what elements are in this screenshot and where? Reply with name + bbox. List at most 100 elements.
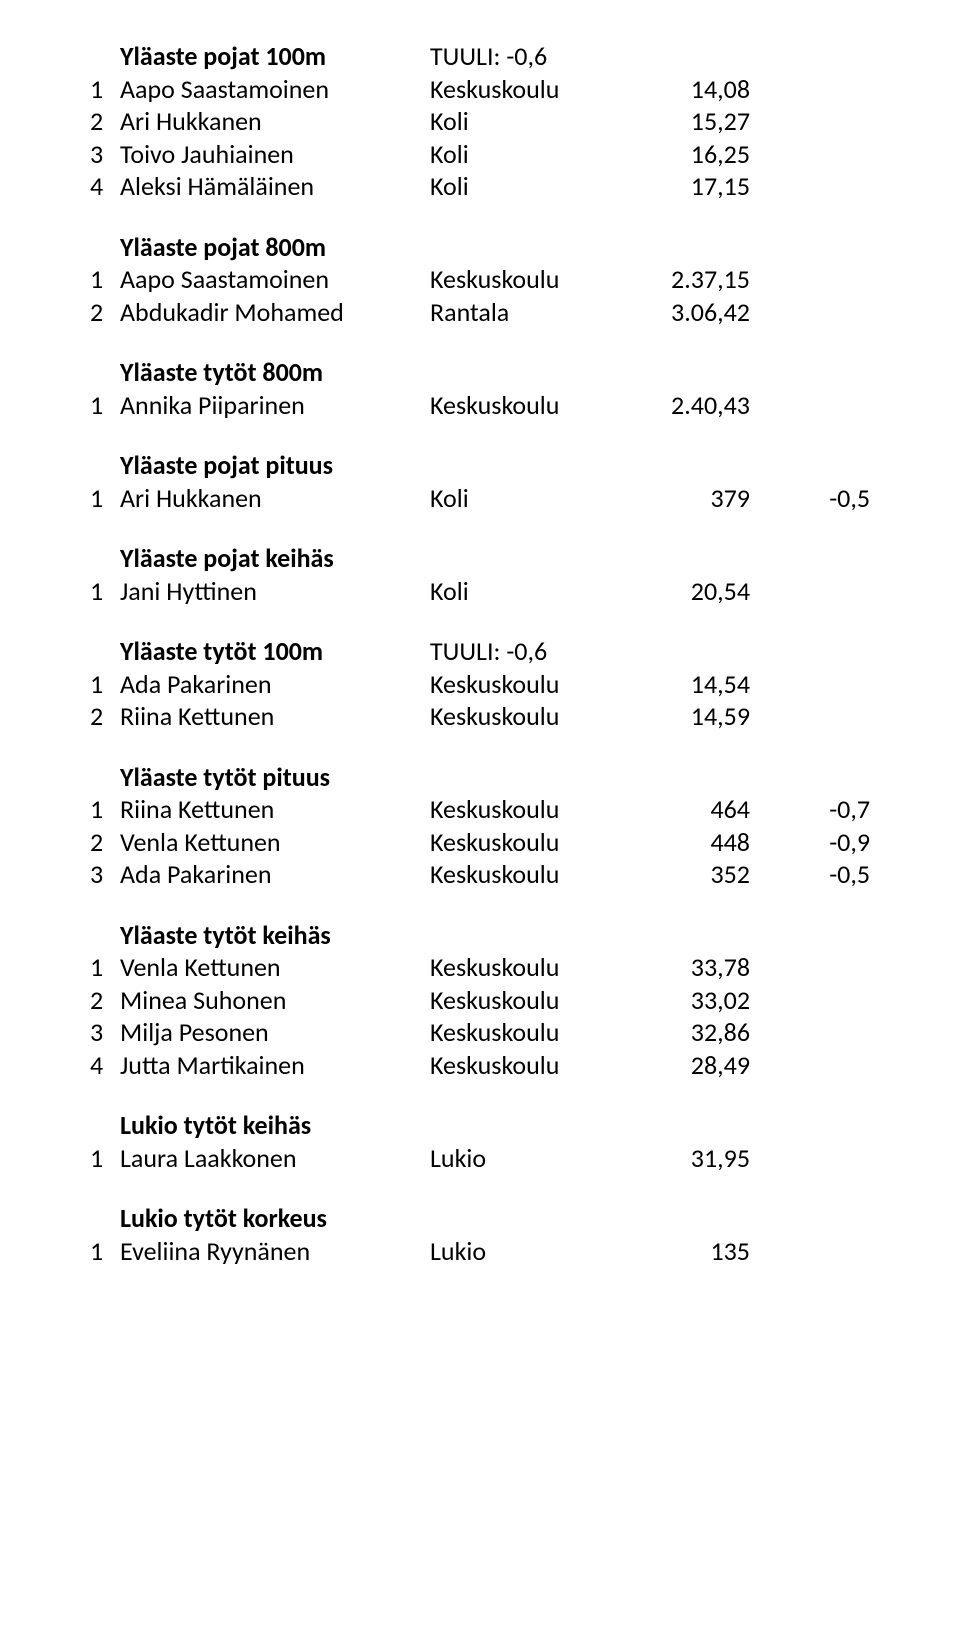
athlete-name: Riina Kettunen xyxy=(120,700,430,733)
section-title-row: Lukio tytöt keihäs xyxy=(90,1109,870,1142)
result-row: 2Venla KettunenKeskuskoulu448-0,9 xyxy=(90,826,870,859)
athlete-name: Annika Piiparinen xyxy=(120,389,430,422)
result: 16,25 xyxy=(630,138,750,171)
section-title-row: Yläaste pojat pituus xyxy=(90,449,870,482)
placement: 1 xyxy=(90,1142,120,1175)
result-row: 3Ada PakarinenKeskuskoulu352-0,5 xyxy=(90,858,870,891)
placement: 4 xyxy=(90,1049,120,1082)
section-title-row: Yläaste pojat 800m xyxy=(90,231,870,264)
school: Rantala xyxy=(430,296,630,329)
section-title: Yläaste pojat 800m xyxy=(120,231,430,264)
section-title-row: Yläaste tytöt pituus xyxy=(90,761,870,794)
school: Keskuskoulu xyxy=(430,73,630,106)
placement: 1 xyxy=(90,263,120,296)
result: 32,86 xyxy=(630,1016,750,1049)
athlete-name: Riina Kettunen xyxy=(120,793,430,826)
result-row: 1Laura LaakkonenLukio31,95 xyxy=(90,1142,870,1175)
school: Keskuskoulu xyxy=(430,984,630,1017)
result-row: 4Aleksi HämäläinenKoli17,15 xyxy=(90,170,870,203)
athlete-name: Aleksi Hämäläinen xyxy=(120,170,430,203)
result: 3.06,42 xyxy=(630,296,750,329)
section-title: Yläaste pojat pituus xyxy=(120,449,430,482)
section-title-row: Yläaste pojat keihäs xyxy=(90,542,870,575)
athlete-name: Ari Hukkanen xyxy=(120,105,430,138)
result-row: 2Abdukadir MohamedRantala3.06,42 xyxy=(90,296,870,329)
result: 14,54 xyxy=(630,668,750,701)
athlete-name: Ada Pakarinen xyxy=(120,668,430,701)
result: 20,54 xyxy=(630,575,750,608)
placement: 2 xyxy=(90,296,120,329)
placement: 4 xyxy=(90,170,120,203)
result-row: 3Toivo JauhiainenKoli16,25 xyxy=(90,138,870,171)
school: Keskuskoulu xyxy=(430,951,630,984)
section-title: Yläaste pojat 100m xyxy=(120,40,430,73)
result: 14,08 xyxy=(630,73,750,106)
result-row: 1Jani HyttinenKoli20,54 xyxy=(90,575,870,608)
athlete-name: Laura Laakkonen xyxy=(120,1142,430,1175)
placement: 3 xyxy=(90,858,120,891)
school: Koli xyxy=(430,575,630,608)
section-title-row: Yläaste pojat 100mTUULI: -0,6 xyxy=(90,40,870,73)
result: 135 xyxy=(630,1235,750,1268)
section-title: Lukio tytöt korkeus xyxy=(120,1202,430,1235)
section-info: TUULI: -0,6 xyxy=(430,40,630,73)
result-row: 4Jutta MartikainenKeskuskoulu28,49 xyxy=(90,1049,870,1082)
school: Koli xyxy=(430,482,630,515)
section-title: Yläaste tytöt pituus xyxy=(120,761,430,794)
placement: 1 xyxy=(90,482,120,515)
result: 448 xyxy=(630,826,750,859)
result: 33,02 xyxy=(630,984,750,1017)
placement: 2 xyxy=(90,984,120,1017)
school: Keskuskoulu xyxy=(430,263,630,296)
result-row: 1Annika PiiparinenKeskuskoulu2.40,43 xyxy=(90,389,870,422)
result-row: 1Ari HukkanenKoli379-0,5 xyxy=(90,482,870,515)
placement: 3 xyxy=(90,1016,120,1049)
extra: -0,7 xyxy=(750,793,870,826)
result: 31,95 xyxy=(630,1142,750,1175)
section-title: Yläaste tytöt keihäs xyxy=(120,919,430,952)
school: Keskuskoulu xyxy=(430,826,630,859)
school: Keskuskoulu xyxy=(430,668,630,701)
section-info: TUULI: -0,6 xyxy=(430,635,630,668)
athlete-name: Abdukadir Mohamed xyxy=(120,296,430,329)
placement: 2 xyxy=(90,700,120,733)
section-title-row: Yläaste tytöt keihäs xyxy=(90,919,870,952)
section-title-row: Yläaste tytöt 100mTUULI: -0,6 xyxy=(90,635,870,668)
result: 464 xyxy=(630,793,750,826)
section-title: Yläaste pojat keihäs xyxy=(120,542,430,575)
placement: 2 xyxy=(90,105,120,138)
athlete-name: Venla Kettunen xyxy=(120,951,430,984)
athlete-name: Ada Pakarinen xyxy=(120,858,430,891)
result-row: 2Riina KettunenKeskuskoulu14,59 xyxy=(90,700,870,733)
section-title: Yläaste tytöt 800m xyxy=(120,356,430,389)
athlete-name: Milja Pesonen xyxy=(120,1016,430,1049)
result-row: 1Aapo SaastamoinenKeskuskoulu14,08 xyxy=(90,73,870,106)
result-row: 2Ari HukkanenKoli15,27 xyxy=(90,105,870,138)
school: Keskuskoulu xyxy=(430,858,630,891)
result-row: 1Eveliina RyynänenLukio135 xyxy=(90,1235,870,1268)
result-row: 1Riina KettunenKeskuskoulu464-0,7 xyxy=(90,793,870,826)
placement: 2 xyxy=(90,826,120,859)
school: Koli xyxy=(430,105,630,138)
result: 17,15 xyxy=(630,170,750,203)
result: 14,59 xyxy=(630,700,750,733)
result-row: 2Minea SuhonenKeskuskoulu33,02 xyxy=(90,984,870,1017)
athlete-name: Jani Hyttinen xyxy=(120,575,430,608)
extra: -0,5 xyxy=(750,482,870,515)
school: Lukio xyxy=(430,1235,630,1268)
section-title-row: Yläaste tytöt 800m xyxy=(90,356,870,389)
extra: -0,5 xyxy=(750,858,870,891)
result-row: 1Venla KettunenKeskuskoulu33,78 xyxy=(90,951,870,984)
placement: 3 xyxy=(90,138,120,171)
athlete-name: Toivo Jauhiainen xyxy=(120,138,430,171)
results-document: Yläaste pojat 100mTUULI: -0,61Aapo Saast… xyxy=(90,40,870,1267)
result-row: 1Ada PakarinenKeskuskoulu14,54 xyxy=(90,668,870,701)
result: 2.40,43 xyxy=(630,389,750,422)
school: Keskuskoulu xyxy=(430,700,630,733)
school: Lukio xyxy=(430,1142,630,1175)
school: Koli xyxy=(430,170,630,203)
athlete-name: Ari Hukkanen xyxy=(120,482,430,515)
school: Koli xyxy=(430,138,630,171)
result: 15,27 xyxy=(630,105,750,138)
section-title: Lukio tytöt keihäs xyxy=(120,1109,430,1142)
